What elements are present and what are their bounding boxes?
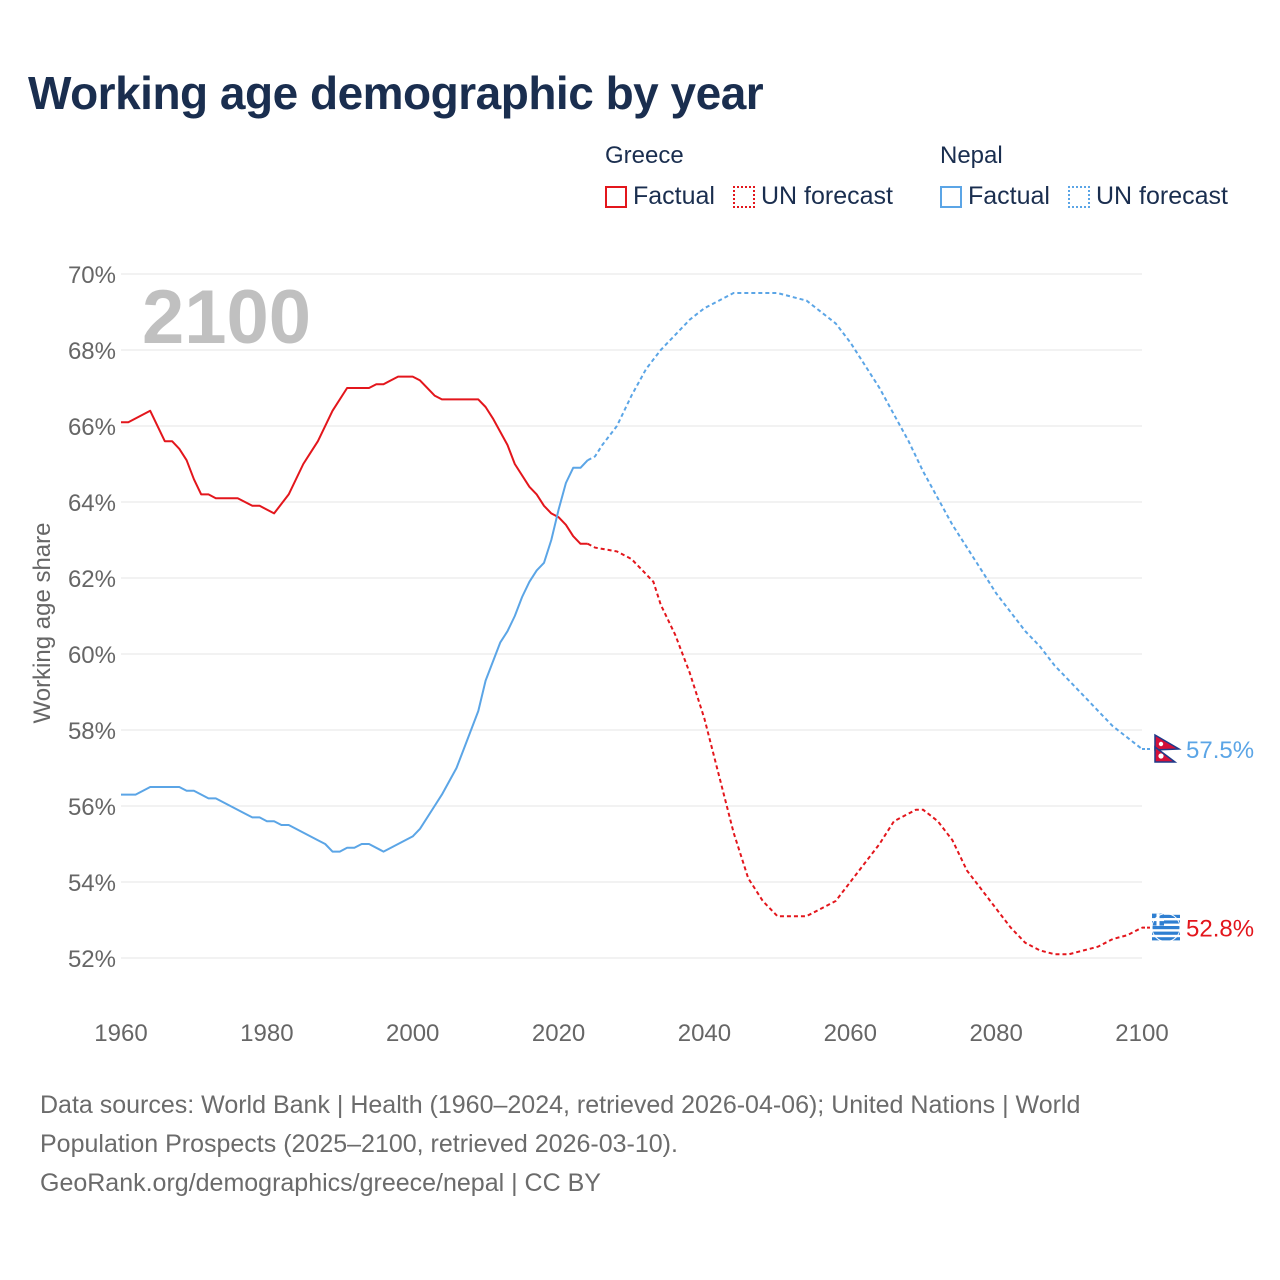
greece-flag-rim: [1151, 913, 1181, 943]
nepal-flag-moon: [1158, 741, 1164, 747]
x-axis-ticks: 1960 1980 2000 2020 2040 2060 2080 2100: [94, 1020, 1168, 1047]
y-tick-label: 56%: [68, 794, 116, 821]
y-tick-label: 70%: [68, 262, 116, 289]
legend-greece-forecast-label: UN forecast: [760, 182, 893, 210]
y-tick-label: 68%: [68, 338, 116, 365]
legend-nepal-factual[interactable]: Factual: [940, 182, 1050, 211]
nepal-end-value-label: 57.5%: [1186, 737, 1254, 764]
x-tick-label: 2020: [532, 1020, 585, 1047]
footer: Data sources: World Bank | Health (1960–…: [40, 1086, 1220, 1203]
x-tick-label: 2000: [386, 1020, 439, 1047]
y-tick-label: 62%: [68, 566, 116, 593]
nepal-forecast-line: [587, 292, 1143, 750]
legend-nepal-country: Nepal: [940, 142, 1003, 169]
greece-factual-line: [121, 375, 588, 545]
y-tick-label: 66%: [68, 414, 116, 441]
footer-line-1: Data sources: World Bank | Health (1960–…: [40, 1091, 1081, 1119]
series-lines: [121, 292, 1143, 956]
greece-flag-cross-h: [1152, 918, 1164, 922]
legend-greece-forecast[interactable]: UN forecast: [732, 182, 893, 211]
footer-line-2: Population Prospects (2025–2100, retriev…: [40, 1130, 678, 1158]
y-axis-label: Working age share: [29, 523, 56, 724]
greece-flag-stripe: [1152, 926, 1180, 930]
legend-greece: Greece Factual UN forecast: [605, 142, 911, 211]
footer-line-3: GeoRank.org/demographics/greece/nepal | …: [40, 1169, 601, 1197]
legend-greece-factual-swatch: [605, 185, 627, 208]
legend-nepal-factual-label: Factual: [968, 182, 1050, 210]
nepal-flag-sun: [1158, 753, 1164, 759]
greece-flag-stripe: [1152, 914, 1180, 918]
legend-greece-country: Greece: [605, 142, 684, 169]
legend-greece-factual[interactable]: Factual: [605, 182, 715, 211]
legend-greece-factual-label: Factual: [633, 182, 715, 210]
greece-end-value-label: 52.8%: [1186, 916, 1254, 943]
x-tick-label: 2060: [824, 1020, 877, 1047]
greece-flag-icon: [1151, 913, 1181, 943]
end-markers: 52.8% 57.5%: [1142, 733, 1254, 943]
chart: 2100 52% 54% 56% 58% 60% 62% 64% 66% 68% 70% 1960…: [29, 262, 1254, 1047]
legend-greece-forecast-swatch: [732, 185, 755, 208]
grid: [121, 273, 1142, 959]
legend-nepal-factual-swatch: [940, 185, 962, 208]
nepal-factual-line: [121, 459, 589, 853]
x-tick-label: 2080: [969, 1020, 1022, 1047]
greece-forecast-line: [587, 542, 1143, 956]
y-axis-ticks: 52% 54% 56% 58% 60% 62% 64% 66% 68% 70%: [68, 262, 116, 973]
nepal-flag-upper-pennant: [1154, 733, 1182, 751]
y-tick-label: 64%: [68, 490, 116, 517]
chart-title: Working age demographic by year: [28, 67, 764, 119]
x-tick-label: 1960: [94, 1020, 147, 1047]
x-tick-label: 2100: [1115, 1020, 1168, 1047]
legend-nepal: Nepal Factual UN forecast: [940, 142, 1246, 211]
year-watermark: 2100: [142, 275, 311, 360]
greece-flag-stripe: [1152, 920, 1180, 924]
legend-nepal-forecast-swatch: [1067, 185, 1090, 208]
x-tick-label: 2040: [678, 1020, 731, 1047]
legend-nepal-forecast[interactable]: UN forecast: [1067, 182, 1228, 211]
y-tick-label: 60%: [68, 642, 116, 669]
x-tick-label: 1980: [240, 1020, 293, 1047]
y-tick-label: 58%: [68, 718, 116, 745]
nepal-flag-icon: [1152, 733, 1182, 763]
y-tick-label: 52%: [68, 946, 116, 973]
greece-flag-stripe: [1152, 931, 1180, 935]
y-tick-label: 54%: [68, 870, 116, 897]
legend-nepal-forecast-label: UN forecast: [1095, 182, 1228, 210]
greece-flag-stripe: [1152, 937, 1180, 941]
